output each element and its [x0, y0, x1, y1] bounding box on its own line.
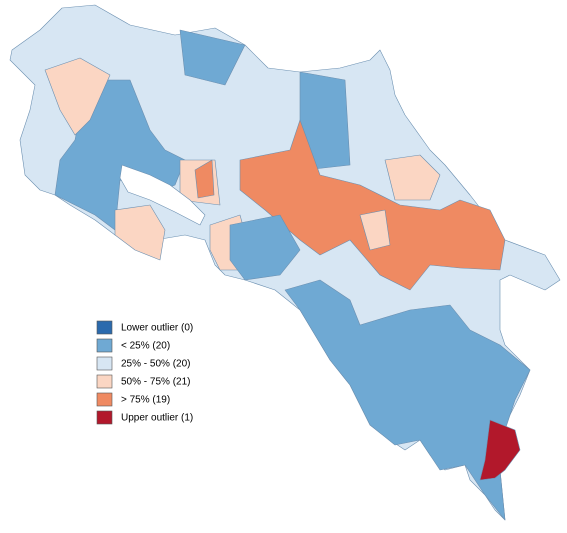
- legend-label: < 25% (20): [121, 341, 170, 352]
- region: [44, 57, 111, 136]
- legend-label: Upper outlier (1): [121, 413, 193, 424]
- region: [359, 209, 391, 251]
- map-regions: [9, 4, 561, 521]
- legend-label: 25% - 50% (20): [121, 359, 190, 370]
- region: [194, 159, 215, 199]
- region: [479, 419, 521, 481]
- legend-label: 50% - 75% (21): [121, 377, 190, 388]
- region: [384, 154, 441, 201]
- legend-swatch: [96, 338, 113, 353]
- region: [229, 214, 301, 281]
- region: [114, 204, 166, 261]
- gulf-water: [119, 164, 206, 226]
- legend-label: Lower outlier (0): [121, 323, 193, 334]
- legend-swatch: [96, 356, 113, 371]
- region: [239, 119, 506, 291]
- legend-label: > 75% (19): [121, 395, 170, 406]
- legend-swatch: [96, 392, 113, 407]
- region: [299, 71, 351, 171]
- legend: Lower outlier (0) < 25% (20) 25% - 50% (20…: [96, 320, 193, 425]
- legend-swatch: [96, 410, 113, 425]
- legend-swatch: [96, 320, 113, 335]
- legend-swatch: [96, 374, 113, 389]
- region: [179, 29, 246, 86]
